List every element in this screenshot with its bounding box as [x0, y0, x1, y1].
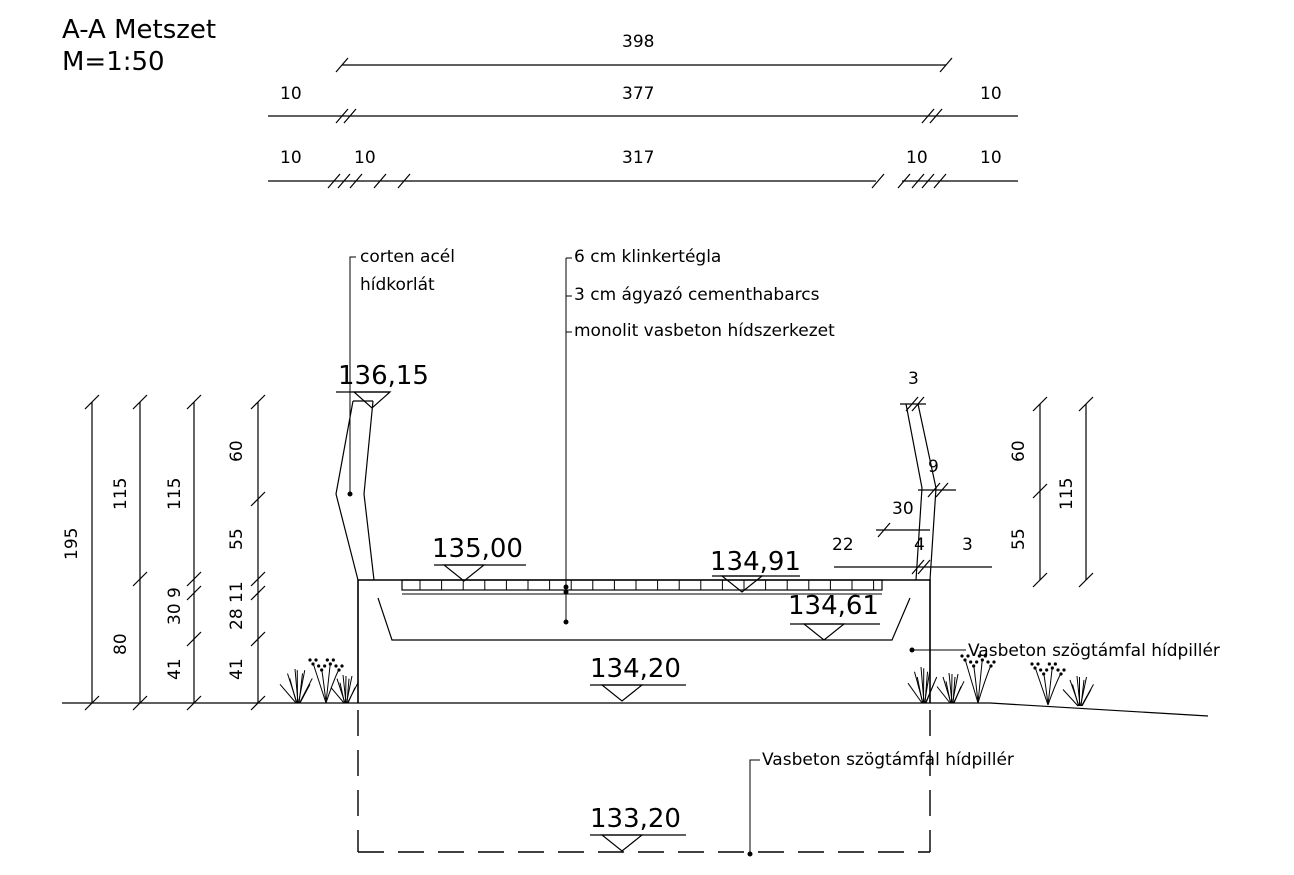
- pier-label-lower: Vasbeton szögtámfal hídpillér: [762, 750, 1014, 770]
- dim-317: 317: [622, 148, 654, 168]
- grass-tuft: [330, 674, 359, 704]
- dim-115-a: 115: [111, 478, 131, 510]
- dim-22: 22: [832, 535, 854, 555]
- dim-row2-right: 10: [980, 84, 1002, 104]
- grass-tuft: [1062, 675, 1094, 707]
- ground-line: [62, 702, 1209, 717]
- pier-annotation-lower: Vasbeton szögtámfal hídpillér: [747, 750, 1014, 857]
- left-dim-chain-4: 60 55 28 11 41: [227, 394, 266, 711]
- top-dimension-row-1: 398: [335, 32, 953, 73]
- left-dim-chain-3: 115 30 9 41: [165, 394, 202, 711]
- foundation-outline: [357, 710, 931, 853]
- dim-9: 9: [928, 457, 939, 477]
- paving-joints: [419, 580, 875, 590]
- dim-60-right: 60: [1009, 440, 1029, 462]
- level-136-15: 136,15: [338, 361, 429, 391]
- railing-annotation: corten acél hídkorlát: [347, 247, 455, 497]
- dim-115-right: 115: [1057, 478, 1077, 510]
- level-ground: 134,20: [590, 654, 686, 702]
- level-deck-right: 134,91: [710, 547, 801, 593]
- level-railing-top: 136,15: [336, 361, 429, 409]
- dim-41-c: 41: [227, 658, 247, 680]
- dim-row2-left: 10: [280, 84, 302, 104]
- dim-55-left: 55: [227, 528, 247, 550]
- railing-label-1: corten acél: [360, 247, 455, 267]
- vegetation: [279, 654, 1094, 707]
- level-deck-left: 135,00: [432, 534, 526, 582]
- dim-3-right: 3: [962, 535, 973, 555]
- layer-label-concrete: monolit vasbeton hídszerkezet: [574, 321, 835, 341]
- section-title: A-A Metszet: [62, 15, 216, 45]
- level-133-20: 133,20: [590, 804, 681, 834]
- layer-label-mortar: 3 cm ágyazó cementhabarcs: [574, 285, 820, 305]
- dim-60-left: 60: [227, 440, 247, 462]
- top-dimension-row-2: 10 377 10: [268, 84, 1018, 124]
- dim-55-right: 55: [1009, 528, 1029, 550]
- dim-row3-right-a: 10: [906, 148, 928, 168]
- dim-4: 4: [914, 535, 925, 555]
- level-134-61: 134,61: [788, 591, 879, 621]
- flower-cluster: [960, 654, 996, 704]
- scale-label: M=1:50: [62, 47, 165, 77]
- railing-label-2: hídkorlát: [360, 275, 435, 295]
- right-dim-chain-2: 115: [1057, 396, 1094, 588]
- left-railing: [335, 400, 375, 581]
- right-dim-chain-1: 60 55: [1009, 396, 1048, 588]
- dim-115-b: 115: [165, 478, 185, 510]
- dim-41-b: 41: [165, 658, 185, 680]
- dim-row3-left-b: 10: [354, 148, 376, 168]
- grass-tuft: [936, 672, 965, 704]
- dim-398: 398: [622, 32, 654, 52]
- dim-80: 80: [111, 633, 131, 655]
- dim-28-11: 28 11: [227, 581, 247, 630]
- left-dim-chain-1: 195: [62, 394, 100, 711]
- layer-annotations: 6 cm klinkertégla 3 cm ágyazó cementhaba…: [563, 247, 835, 625]
- flower-cluster: [1030, 662, 1066, 706]
- dim-30-9: 30 9: [165, 587, 185, 625]
- grass-tuft: [907, 666, 938, 704]
- level-135-00: 135,00: [432, 534, 523, 564]
- level-foundation: 133,20: [590, 804, 686, 852]
- layer-label-clinker: 6 cm klinkertégla: [574, 247, 721, 267]
- level-134-91: 134,91: [710, 547, 801, 577]
- dim-row3-left-a: 10: [280, 148, 302, 168]
- level-134-20: 134,20: [590, 654, 681, 684]
- right-railing-dims: 3 9 30 22 4 3: [832, 369, 992, 575]
- pier-label-upper: Vasbeton szögtámfal hídpillér: [968, 641, 1220, 661]
- bridge-deck: [357, 579, 931, 703]
- flower-cluster: [308, 658, 344, 704]
- dim-195: 195: [62, 528, 82, 560]
- dim-30-right: 30: [892, 499, 914, 519]
- pier-annotation-upper: Vasbeton szögtámfal hídpillér: [909, 641, 1220, 661]
- level-deck-bottom: 134,61: [788, 591, 880, 641]
- dim-3-top: 3: [908, 369, 919, 389]
- top-dimension-row-3: 10 10 317 10 10: [268, 148, 1018, 189]
- dim-row3-right-b: 10: [980, 148, 1002, 168]
- dim-377: 377: [622, 84, 654, 104]
- grass-tuft: [279, 668, 313, 704]
- left-dim-chain-2: 115 80: [111, 394, 148, 711]
